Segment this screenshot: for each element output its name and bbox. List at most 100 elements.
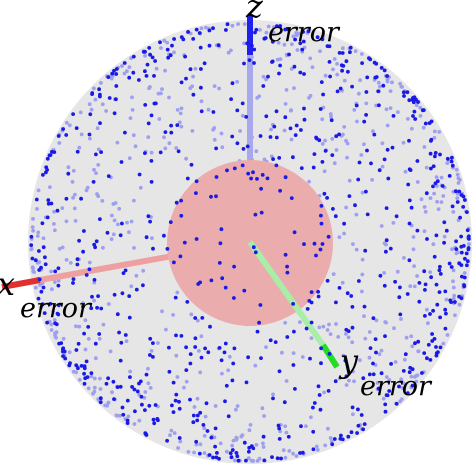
scatter-point xyxy=(350,84,354,89)
scatter-point xyxy=(338,86,343,91)
scatter-point xyxy=(144,74,149,78)
scatter-point xyxy=(318,247,323,252)
scatter-point xyxy=(194,439,199,444)
scatter-point xyxy=(263,36,268,40)
scatter-point xyxy=(379,371,384,376)
scatter-point xyxy=(142,395,147,400)
scatter-point xyxy=(48,153,53,158)
scatter-point xyxy=(82,371,86,376)
scatter-point xyxy=(149,180,154,184)
scatter-point xyxy=(158,40,162,45)
scatter-point xyxy=(274,163,279,168)
scatter-point xyxy=(98,400,103,405)
z-axis-subscript: error xyxy=(268,17,341,48)
scatter-point xyxy=(278,63,282,68)
scatter-point xyxy=(377,168,382,173)
scatter-point xyxy=(86,386,91,391)
scatter-point xyxy=(288,108,293,113)
scatter-point xyxy=(405,292,410,296)
scatter-point xyxy=(165,438,170,443)
scatter-point xyxy=(415,228,420,233)
scatter-point xyxy=(104,109,108,113)
scatter-point xyxy=(71,281,75,285)
scatter-point xyxy=(213,404,218,408)
scatter-point xyxy=(223,399,227,404)
scatter-point xyxy=(259,356,263,360)
scatter-point xyxy=(291,451,295,456)
scatter-point xyxy=(64,133,69,137)
scatter-point xyxy=(456,181,461,185)
scatter-point xyxy=(354,247,359,252)
scatter-point xyxy=(345,291,350,296)
scatter-point xyxy=(106,400,111,405)
scatter-point xyxy=(156,91,161,96)
scatter-point xyxy=(466,246,471,250)
scatter-point xyxy=(428,151,433,156)
scatter-point xyxy=(273,340,278,344)
scatter-point xyxy=(392,326,396,331)
scatter-point xyxy=(289,196,294,201)
scatter-point xyxy=(350,340,355,345)
scatter-point xyxy=(258,134,263,138)
scatter-point xyxy=(301,30,305,34)
scatter-point xyxy=(89,306,94,311)
scatter-point xyxy=(447,261,452,266)
scatter-point xyxy=(217,456,221,461)
scatter-point xyxy=(50,149,54,154)
scatter-point xyxy=(436,207,441,212)
scatter-point xyxy=(307,179,311,184)
scatter-point xyxy=(30,256,35,261)
scatter-point xyxy=(342,231,346,236)
scatter-point xyxy=(423,314,427,318)
scatter-point xyxy=(278,57,283,61)
scatter-point xyxy=(430,332,434,336)
scatter-point xyxy=(230,443,235,448)
scatter-point xyxy=(229,455,234,460)
scatter-point xyxy=(129,219,134,224)
scatter-point xyxy=(321,324,326,329)
scatter-point xyxy=(422,205,427,209)
scatter-point xyxy=(174,392,179,397)
scatter-point xyxy=(276,40,281,45)
scatter-point xyxy=(394,214,399,219)
scatter-point xyxy=(114,67,119,71)
scatter-point xyxy=(203,414,208,419)
scatter-point xyxy=(143,53,147,58)
scatter-point xyxy=(171,410,176,414)
scatter-point xyxy=(89,371,94,375)
scatter-point xyxy=(79,196,83,201)
scatter-point xyxy=(381,396,386,401)
scatter-point xyxy=(378,273,383,278)
scatter-point xyxy=(230,81,235,86)
scatter-point xyxy=(445,333,450,337)
scatter-point xyxy=(268,135,273,139)
scatter-point xyxy=(64,258,69,262)
scatter-point xyxy=(429,275,433,280)
scatter-point xyxy=(356,407,360,412)
scatter-point xyxy=(169,130,174,135)
scatter-point xyxy=(76,366,80,371)
scatter-point xyxy=(176,149,181,154)
scatter-point xyxy=(172,431,177,435)
scatter-point xyxy=(304,326,309,331)
scatter-point xyxy=(195,318,200,323)
scatter-point xyxy=(337,51,342,55)
scatter-point xyxy=(311,405,315,410)
scatter-point xyxy=(397,295,402,300)
scatter-point xyxy=(232,458,237,463)
scatter-point xyxy=(338,436,343,441)
scatter-point xyxy=(416,339,421,344)
scatter-point xyxy=(66,171,71,176)
scatter-point xyxy=(116,222,120,227)
scatter-point xyxy=(341,46,345,51)
scatter-point xyxy=(308,356,312,361)
scatter-point xyxy=(164,327,168,332)
scatter-point xyxy=(274,109,279,114)
scatter-point xyxy=(330,442,335,447)
scatter-point xyxy=(291,363,296,367)
scatter-point xyxy=(272,25,276,29)
scatter-point xyxy=(249,176,254,181)
scatter-point xyxy=(397,384,401,389)
scatter-point xyxy=(368,346,373,350)
scatter-point xyxy=(193,345,198,349)
